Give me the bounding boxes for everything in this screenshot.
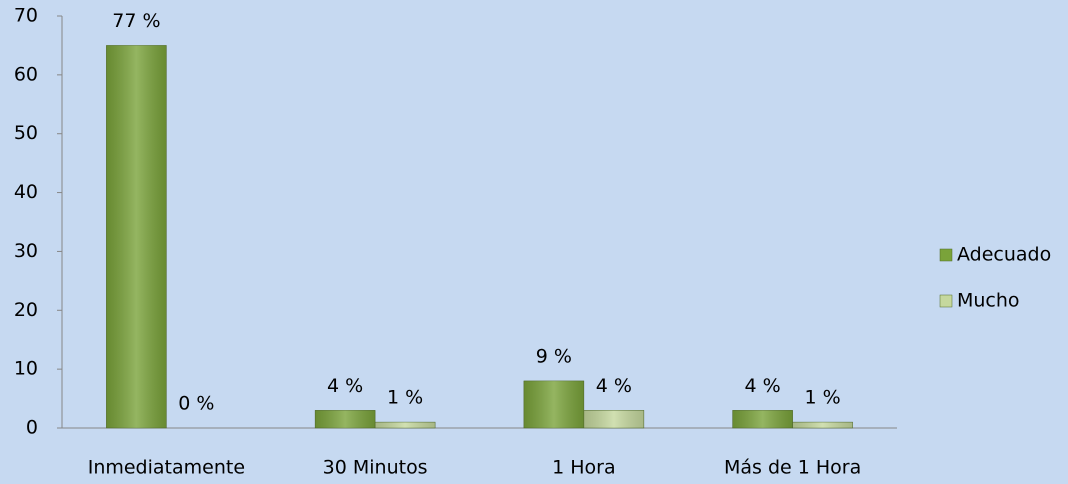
y-tick-label: 70 <box>14 5 38 27</box>
x-tick-label: 30 Minutos <box>323 457 428 479</box>
x-tick-label: Más de 1 Hora <box>724 457 861 479</box>
x-tick-label: 1 Hora <box>552 457 616 479</box>
value-label: 9 % <box>536 345 572 367</box>
y-tick-label: 20 <box>14 299 38 321</box>
x-tick-label: Inmediatamente <box>88 457 245 479</box>
bar-shine <box>315 410 376 428</box>
value-label: 4 % <box>745 375 781 397</box>
bar-shine <box>106 45 167 429</box>
y-tick-label: 30 <box>14 240 38 262</box>
legend-swatch <box>939 294 953 308</box>
y-tick-label: 60 <box>14 63 38 85</box>
legend-label: Adecuado <box>957 244 1051 266</box>
value-label: 4 % <box>327 375 363 397</box>
bar-shine <box>523 380 584 428</box>
y-tick-label: 10 <box>14 358 38 380</box>
y-tick-label: 50 <box>14 122 38 144</box>
bar-shine <box>792 422 853 428</box>
y-tick-label: 0 <box>26 417 38 439</box>
legend-label: Mucho <box>957 290 1020 312</box>
bar-shine <box>732 410 793 428</box>
bar-shine <box>583 410 644 428</box>
bar-shine <box>375 422 436 428</box>
value-label: 1 % <box>805 387 841 409</box>
value-label: 1 % <box>387 387 423 409</box>
value-label: 77 % <box>112 10 160 32</box>
value-label: 0 % <box>178 393 214 415</box>
legend-swatch <box>939 248 953 262</box>
value-label: 4 % <box>596 375 632 397</box>
y-tick-label: 40 <box>14 181 38 203</box>
